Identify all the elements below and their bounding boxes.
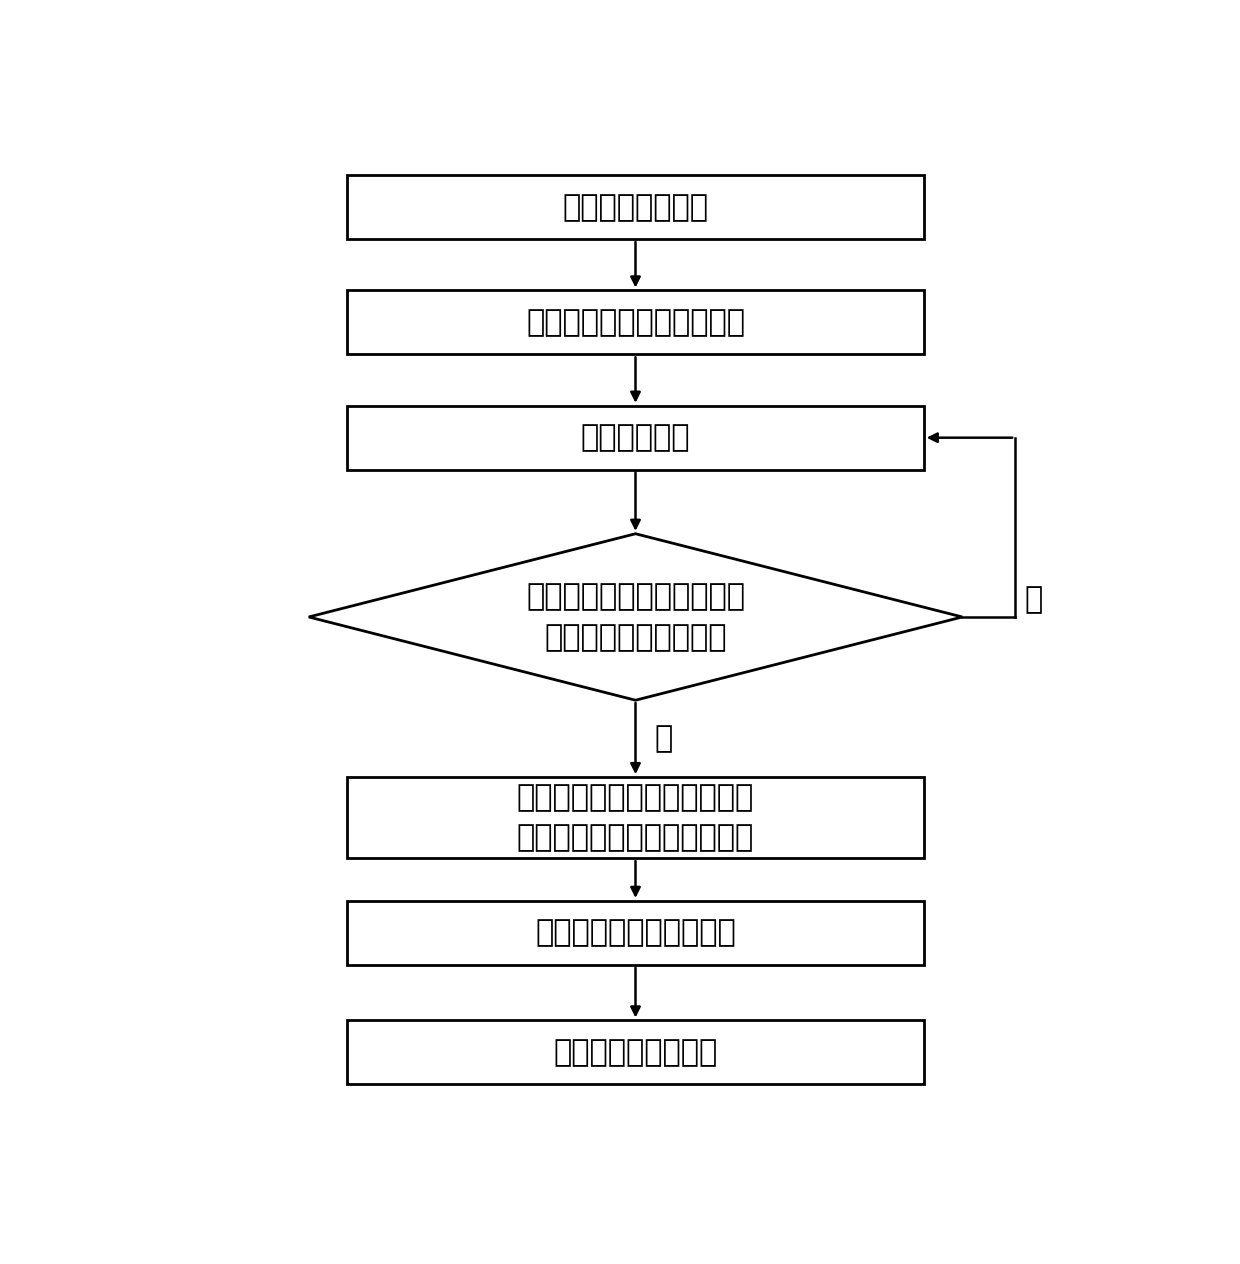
- Text: 搜索最佳子波: 搜索最佳子波: [580, 423, 691, 453]
- Bar: [347, 291, 924, 354]
- Bar: [347, 176, 924, 239]
- Bar: [347, 406, 924, 470]
- Bar: [347, 1020, 924, 1085]
- Text: 是否达到最大迭代次数或残
差信号的能量小于阈值: 是否达到最大迭代次数或残 差信号的能量小于阈值: [526, 583, 745, 652]
- Polygon shape: [309, 533, 962, 700]
- Text: 待校正道的最佳子波主频替换
为其对应参考道最佳子波主频: 待校正道的最佳子波主频替换 为其对应参考道最佳子波主频: [517, 782, 754, 852]
- Bar: [347, 777, 924, 858]
- Text: 是: 是: [655, 724, 673, 753]
- Text: 拉伸校正后的地震道: 拉伸校正后的地震道: [553, 1038, 718, 1067]
- Text: 参考道、待校正道: 参考道、待校正道: [563, 192, 708, 221]
- Text: 利用付氏变换计算峰值频率: 利用付氏变换计算峰值频率: [526, 308, 745, 337]
- Bar: [347, 901, 924, 964]
- Text: 否: 否: [1024, 585, 1043, 614]
- Text: 利用校正后最佳子波重构: 利用校正后最佳子波重构: [536, 919, 735, 947]
